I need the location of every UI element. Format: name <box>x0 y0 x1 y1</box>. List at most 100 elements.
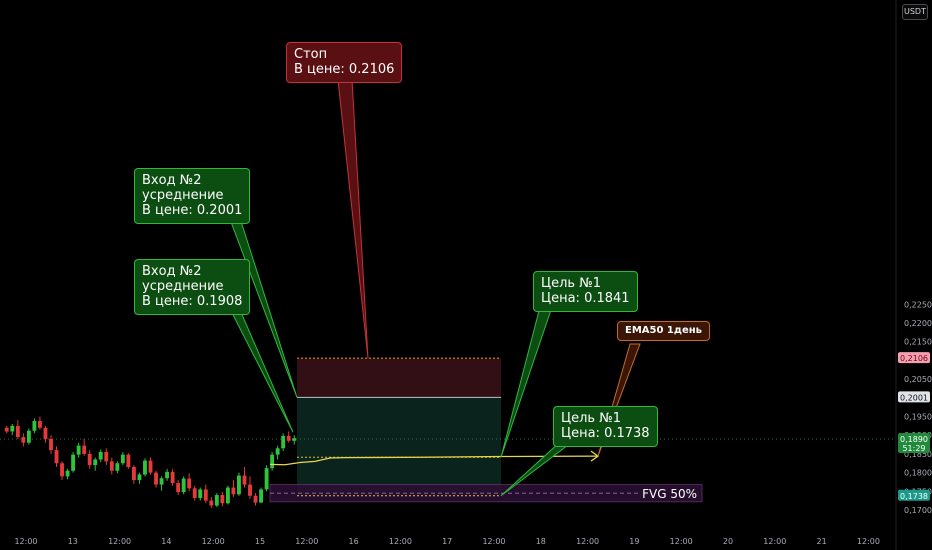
candle-body <box>43 427 48 439</box>
candle-body <box>209 500 214 506</box>
candle-body <box>220 495 225 504</box>
entry-callout-lower: Вход №2 усреднение В цене: 0.1908 <box>134 259 251 315</box>
candle-body <box>253 495 258 503</box>
candle-body <box>109 461 114 471</box>
x-tick-label: 19 <box>629 537 639 546</box>
candle-body <box>259 489 264 503</box>
candle-body <box>115 463 120 471</box>
candle-body <box>203 489 208 501</box>
x-tick-label: 12:00 <box>202 537 225 546</box>
stop-callout-pointer <box>337 79 369 359</box>
candle-body <box>286 435 291 441</box>
target-zone <box>297 397 501 496</box>
candle-body <box>242 475 247 485</box>
y-tick-label: 0,2150 <box>904 338 932 347</box>
ema-line <box>269 455 599 466</box>
y-tick-label: 0,2200 <box>904 319 932 328</box>
currency-badge[interactable]: USDT <box>902 4 928 20</box>
x-tick-label: 12:00 <box>14 537 37 546</box>
x-tick-label: 15 <box>255 537 265 546</box>
candle-body <box>148 460 153 473</box>
candle-body <box>270 454 275 469</box>
candle-body <box>165 471 170 479</box>
x-tick-label: 14 <box>161 537 171 546</box>
candle-body <box>104 452 109 462</box>
candle-body <box>237 475 241 495</box>
candle-body <box>192 488 197 499</box>
x-tick-label: 12:00 <box>857 537 880 546</box>
candle-body <box>65 470 70 477</box>
y-tick-label: 0,1700 <box>904 506 932 515</box>
x-tick-label: 12:00 <box>295 537 318 546</box>
candle-body <box>131 466 136 481</box>
x-tick-label: 12:00 <box>389 537 412 546</box>
x-tick-label: 12:00 <box>482 537 505 546</box>
candle-body <box>143 460 147 475</box>
x-tick-label: 18 <box>536 537 546 546</box>
stop-price-tag: 0,2106 <box>900 354 928 363</box>
candle-body <box>32 420 37 431</box>
x-tick-label: 20 <box>723 537 733 546</box>
candle-body <box>181 478 186 493</box>
candle-body <box>159 478 164 485</box>
candle-body <box>82 445 87 454</box>
candle-body <box>176 483 181 493</box>
candle-body <box>15 425 20 438</box>
x-tick-label: 12:00 <box>763 537 786 546</box>
candle-body <box>126 454 131 467</box>
y-tick-label: 0,1800 <box>904 469 932 478</box>
entry-lower-pointer <box>226 304 294 433</box>
candle-body <box>98 452 103 460</box>
candle-body <box>120 454 125 464</box>
target-callout-upper: Цель №1 Цена: 0.1841 <box>533 271 638 312</box>
candle-body <box>4 427 9 432</box>
candle-body <box>198 489 203 499</box>
candle-body <box>26 430 31 443</box>
candle-body <box>54 450 59 464</box>
candle-body <box>275 448 280 455</box>
ema-badge: EMA50 1день <box>617 321 710 341</box>
candle-body <box>292 438 297 441</box>
stop-callout: Стоп В цене: 0.2106 <box>286 42 403 83</box>
x-tick-label: 12:00 <box>108 537 131 546</box>
target-price-tag-bg <box>898 489 930 501</box>
y-tick-label: 0,1950 <box>904 413 932 422</box>
x-tick-label: 12:00 <box>670 537 693 546</box>
y-tick-label: 0,2050 <box>904 375 932 384</box>
candle-body <box>264 468 269 490</box>
x-tick-label: 12:00 <box>576 537 599 546</box>
x-tick-label: 13 <box>68 537 78 546</box>
candle-body <box>60 463 64 477</box>
entry-price-tag-bg <box>898 391 930 403</box>
candle-body <box>154 472 158 485</box>
current-price-tag: 0,1890 <box>900 435 928 444</box>
candle-body <box>137 474 142 481</box>
candle-body <box>170 471 175 484</box>
x-tick-label: 16 <box>349 537 359 546</box>
target-upper-pointer <box>500 306 553 458</box>
candle-body <box>10 425 15 432</box>
candle-body <box>76 445 81 455</box>
current-price-tag-countdown: 51:29 <box>902 444 925 453</box>
stop-zone <box>297 358 501 398</box>
candle-body <box>93 459 98 466</box>
candle-body <box>21 437 26 443</box>
candle-body <box>225 487 230 504</box>
entry-callout-upper: Вход №2 усреднение В цене: 0.2001 <box>134 168 251 224</box>
entry-price-tag: 0,2001 <box>900 393 928 402</box>
candle-body <box>248 484 252 496</box>
x-tick-label: 17 <box>442 537 452 546</box>
candle-body <box>87 453 92 466</box>
target-price-tag: 0,1738 <box>900 492 928 501</box>
y-tick-label: 0,1850 <box>904 450 932 459</box>
candle-body <box>49 438 53 451</box>
candle-body <box>281 435 286 449</box>
candle-body <box>37 420 42 428</box>
candle-body <box>187 478 192 489</box>
candle-body <box>231 487 236 495</box>
y-tick-label: 0,2250 <box>904 300 932 309</box>
stop-price-tag-bg <box>898 352 930 364</box>
candle-body <box>71 454 76 471</box>
x-tick-label: 21 <box>817 537 827 546</box>
